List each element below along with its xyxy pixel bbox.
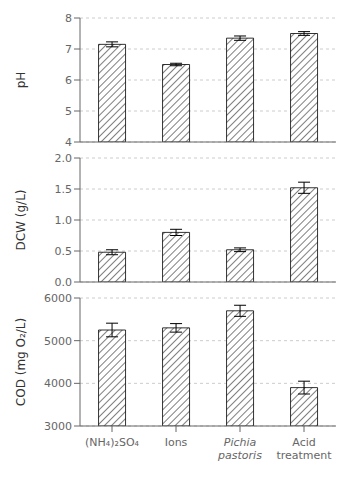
svg-text:4: 4 — [65, 136, 72, 148]
svg-text:6: 6 — [65, 74, 72, 87]
svg-text:5: 5 — [65, 105, 72, 118]
svg-text:3000: 3000 — [44, 420, 72, 433]
svg-text:2.0: 2.0 — [55, 152, 73, 165]
svg-text:5000: 5000 — [44, 335, 72, 348]
svg-text:Ions: Ions — [165, 436, 188, 449]
svg-text:7: 7 — [65, 43, 72, 56]
svg-text:(NH₄)₂SO₄: (NH₄)₂SO₄ — [85, 436, 140, 449]
svg-text:1.0: 1.0 — [55, 214, 73, 227]
svg-text:Pichiapastoris: Pichiapastoris — [217, 436, 262, 462]
svg-text:COD (mg O₂/L): COD (mg O₂/L) — [14, 318, 28, 406]
svg-text:4000: 4000 — [44, 377, 72, 390]
svg-text:DCW (g/L): DCW (g/L) — [14, 189, 28, 250]
svg-text:6000: 6000 — [44, 292, 72, 305]
svg-text:pH: pH — [14, 72, 28, 89]
svg-text:0.0: 0.0 — [55, 276, 73, 288]
svg-text:8: 8 — [65, 12, 72, 25]
svg-text:0.5: 0.5 — [55, 245, 73, 258]
svg-text:Acidtreatment: Acidtreatment — [276, 436, 332, 462]
svg-text:1.5: 1.5 — [55, 183, 73, 196]
